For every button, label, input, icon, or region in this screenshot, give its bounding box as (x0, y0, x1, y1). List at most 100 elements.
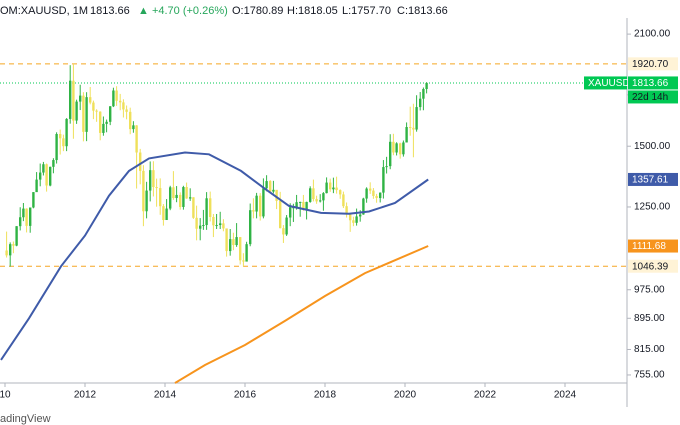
candle-body (232, 239, 235, 246)
candle-body (155, 187, 158, 189)
candle-body (19, 217, 22, 227)
candle-body (405, 127, 408, 143)
candle-body (212, 216, 215, 226)
candle-body (199, 225, 202, 229)
close-label-bg (628, 76, 678, 90)
candle-body (69, 80, 72, 119)
candle-body (182, 187, 185, 207)
candle-body (239, 237, 242, 261)
candle-body (329, 182, 332, 190)
candle-body (412, 127, 415, 130)
candle-body (139, 152, 142, 171)
candle-body (382, 167, 385, 193)
candle-body (235, 237, 238, 246)
candle-body (105, 121, 108, 124)
candle-body (39, 172, 42, 180)
candle-body (285, 217, 288, 235)
candle-body (309, 188, 312, 202)
candle-body (5, 250, 8, 256)
candle-body (129, 111, 132, 130)
x-tick-label: 2014 (154, 390, 177, 401)
y-tick-label: 755.00 (634, 370, 665, 381)
y-tick-label: 815.00 (634, 344, 665, 355)
candle-body (215, 225, 218, 227)
header-last: 1813.66 (90, 5, 130, 17)
candle-body (262, 188, 265, 217)
candle-body (209, 198, 212, 217)
candle-body (269, 181, 272, 192)
candle-body (35, 179, 38, 193)
candle-body (372, 190, 375, 196)
candle-body (162, 206, 165, 221)
candle-body (122, 102, 125, 110)
candle-body (102, 123, 105, 133)
candle-body (192, 197, 195, 218)
candle-body (419, 98, 422, 108)
ma-label: 1111.68 (632, 241, 666, 252)
candle-body (195, 217, 198, 229)
candle-body (289, 207, 292, 218)
close-symbol-bg (584, 76, 627, 90)
candle-body (299, 201, 302, 203)
candle-body (355, 216, 358, 223)
ma-label-bg (628, 239, 678, 253)
candle-body (415, 107, 418, 130)
candle-body (312, 188, 315, 200)
candle-body (399, 143, 402, 155)
candle-body (9, 244, 12, 256)
candle-body (359, 214, 362, 217)
header-close: C:1813.66 (397, 5, 448, 17)
candle-body (59, 134, 62, 139)
candle-body (159, 188, 162, 207)
candle-body (172, 187, 175, 199)
candle-body (72, 80, 75, 121)
candle-body (402, 142, 405, 155)
header-high: H:1818.05 (287, 5, 338, 17)
candle-body (362, 198, 365, 215)
candle-body (142, 170, 145, 212)
candle-body (12, 244, 15, 246)
x-tick-label: 2012 (74, 390, 97, 401)
candle-body (29, 207, 32, 226)
footer: adingView (0, 413, 51, 425)
candle-body (32, 192, 35, 208)
hline-label: 1046.39 (632, 261, 669, 272)
candle-body (379, 192, 382, 199)
candle-body (255, 195, 258, 212)
candle-body (272, 189, 275, 192)
candle-body (252, 210, 255, 212)
candle-body (242, 260, 245, 262)
x-tick-label: 2022 (474, 390, 497, 401)
candle-body (149, 170, 152, 191)
candle-body (89, 97, 92, 103)
candle-body (152, 170, 155, 188)
candle-body (52, 160, 55, 167)
y-tick-label: 975.00 (634, 284, 665, 295)
candle-body (395, 143, 398, 153)
candle-body (265, 181, 268, 189)
candle-body (385, 166, 388, 168)
candle-body (15, 226, 18, 246)
y-tick-label: 1250.00 (634, 202, 671, 213)
header-low: L:1757.70 (342, 5, 391, 17)
candle-body (282, 228, 285, 235)
candle-body (55, 134, 58, 161)
x-tick-label: 2024 (554, 390, 577, 401)
candle-body (85, 97, 88, 132)
candle-body (82, 95, 85, 132)
candle-body (22, 208, 25, 218)
candle-body (319, 200, 322, 202)
candle-body (422, 89, 425, 99)
candle-body (45, 164, 48, 186)
y-tick-label: 895.00 (634, 313, 665, 324)
candle-body (352, 220, 355, 223)
candle-body (109, 106, 112, 122)
candle-body (335, 187, 338, 191)
countdown-bg (628, 90, 678, 104)
candle-body (145, 190, 148, 212)
candle-body (135, 125, 138, 153)
candle-body (25, 208, 28, 226)
candle-body (375, 195, 378, 199)
